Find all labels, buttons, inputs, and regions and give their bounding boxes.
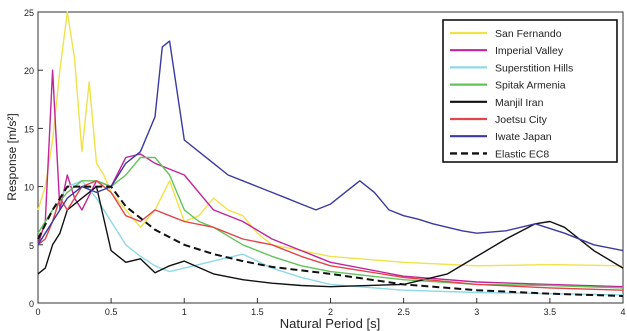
- y-tick-label: 10: [24, 183, 34, 193]
- y-axis-label: Response [m/s²]: [5, 113, 19, 200]
- x-tick-label: 3.5: [544, 307, 557, 317]
- legend: San Fernando Imperial Valley Superstition …: [442, 19, 618, 163]
- series-line-imperial-valley: [37, 69, 624, 288]
- series-layer: [37, 11, 624, 297]
- legend-label: Joetsu City: [495, 114, 548, 126]
- x-axis-label: Natural Period [s]: [280, 316, 380, 331]
- y-tick-label: 25: [24, 8, 34, 18]
- legend-label: Imperial Valley: [495, 45, 564, 57]
- y-tick-label: 20: [24, 66, 34, 76]
- x-tick-label: 1: [182, 307, 187, 317]
- legend-label: Spitak Armenia: [495, 80, 566, 92]
- x-tick-label: 2.5: [397, 307, 410, 317]
- y-tick-label: 15: [24, 124, 34, 134]
- y-tick-label: 5: [29, 241, 34, 251]
- x-tick-label: 2: [328, 307, 333, 317]
- legend-label: San Fernando: [495, 28, 562, 40]
- x-tick-label: 0.5: [105, 307, 118, 317]
- series-line-san-fernando: [37, 11, 624, 267]
- series-line-manjil-iran: [37, 185, 624, 288]
- y-tick-label: 0: [29, 299, 34, 309]
- x-axis: 0 0.5 1 1.5 2 2.5 3 3.5 4: [35, 298, 626, 317]
- legend-box: [442, 19, 618, 163]
- x-tick-label: 0: [35, 307, 40, 317]
- legend-label: Superstition Hills: [495, 62, 573, 74]
- x-tick-label: 1.5: [251, 307, 264, 317]
- series-line-elastic-ec8: [37, 185, 624, 297]
- legend-label: Elastic EC8: [495, 148, 549, 160]
- y-axis: 0 5 10 15 20 25: [24, 8, 43, 309]
- legend-label: Iwate Japan: [495, 131, 552, 143]
- series-line-iwate-japan: [37, 40, 624, 252]
- x-tick-label: 4: [620, 307, 625, 317]
- legend-label: Manjil Iran: [495, 97, 544, 109]
- x-tick-label: 3: [474, 307, 479, 317]
